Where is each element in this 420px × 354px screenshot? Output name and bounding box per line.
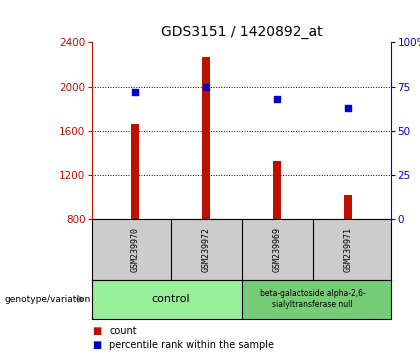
Text: GSM239972: GSM239972	[202, 227, 210, 272]
Text: GSM239971: GSM239971	[344, 227, 352, 272]
Point	[202, 84, 209, 90]
Bar	[92, 280, 242, 319]
Text: control: control	[151, 294, 190, 304]
Bar	[202, 57, 210, 219]
Bar	[241, 280, 391, 319]
Point	[274, 96, 281, 102]
Text: ■: ■	[92, 340, 102, 350]
Text: genotype/variation: genotype/variation	[4, 295, 90, 304]
Text: beta-galactoside alpha-2,6-
sialyltransferase null: beta-galactoside alpha-2,6- sialyltransf…	[260, 290, 365, 309]
Bar	[273, 161, 281, 219]
Text: GSM239969: GSM239969	[273, 227, 281, 272]
Bar	[131, 124, 139, 219]
Point	[131, 89, 138, 95]
Text: percentile rank within the sample: percentile rank within the sample	[109, 340, 274, 350]
Text: count: count	[109, 326, 137, 336]
Text: ■: ■	[92, 326, 102, 336]
Point	[345, 105, 352, 111]
Bar	[344, 195, 352, 219]
Text: GSM239970: GSM239970	[131, 227, 139, 272]
Title: GDS3151 / 1420892_at: GDS3151 / 1420892_at	[161, 25, 322, 39]
